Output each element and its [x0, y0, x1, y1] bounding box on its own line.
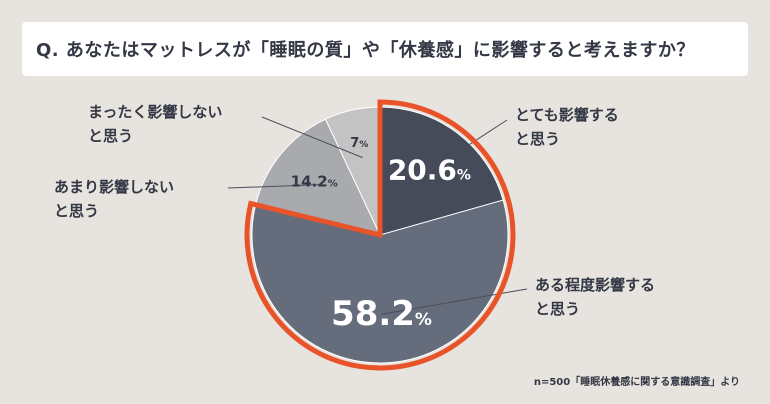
- label-somewhat: ある程度影響する と思う: [535, 276, 656, 318]
- leader-line: [381, 288, 528, 315]
- value-very-much: 20.6%: [388, 153, 471, 186]
- leader-lines: [227, 116, 528, 315]
- source-note: n=500「睡眠休養感に関する意識調査」より: [533, 377, 740, 388]
- highlight-outline: [244, 99, 516, 371]
- value-not-much: 14.2%: [291, 173, 338, 191]
- pie-slices: [251, 106, 509, 364]
- leader-line: [427, 119, 508, 173]
- slice-somewhat: [251, 199, 509, 364]
- label-not-at-all: まったく影響しない と思う: [88, 103, 223, 145]
- highlight-border: [244, 99, 516, 371]
- label-not-much: あまり影響しない と思う: [54, 178, 175, 220]
- question-box: Q. あなたはマットレスが「睡眠の質」や「休養感」に影響すると考えますか？: [22, 22, 748, 76]
- value-somewhat: 58.2%: [331, 294, 432, 334]
- question-text: Q. あなたはマットレスが「睡眠の質」や「休養感」に影響すると考えますか？: [36, 40, 695, 61]
- value-labels: 20.6% 58.2% 14.2% 7%: [291, 136, 471, 334]
- leader-line: [227, 184, 319, 189]
- value-not-at-all: 7%: [350, 136, 368, 151]
- leader-line: [261, 116, 363, 159]
- slice-very-much: [379, 106, 504, 236]
- label-very-much: とても影響する と思う: [515, 106, 619, 148]
- slice-not-much: [255, 118, 381, 236]
